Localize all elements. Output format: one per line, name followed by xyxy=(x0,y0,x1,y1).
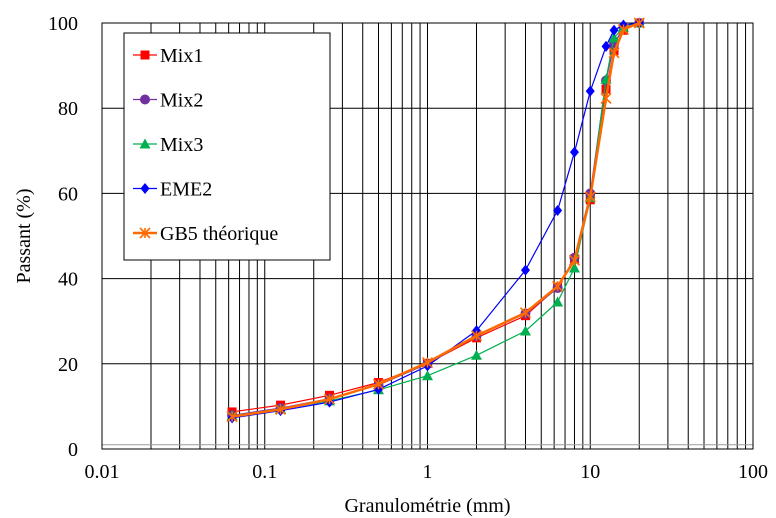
series-line xyxy=(231,21,640,418)
legend-entry: EME2 xyxy=(133,179,212,201)
x-tick-label: 1 xyxy=(423,461,433,483)
data-point xyxy=(569,146,579,158)
data-point xyxy=(601,84,611,94)
legend-entry: Mix1 xyxy=(133,45,203,67)
y-tick-label: 0 xyxy=(68,439,78,461)
series-layer xyxy=(226,17,645,424)
data-point xyxy=(421,356,434,369)
series-line xyxy=(232,22,640,417)
legend-marker xyxy=(140,183,150,194)
legend-marker xyxy=(140,94,150,105)
data-point xyxy=(600,92,612,104)
legend-label: GB5 théorique xyxy=(160,223,278,245)
x-axis-title: Granulométrie (mm) xyxy=(344,495,510,517)
data-point xyxy=(520,264,530,276)
data-point xyxy=(601,40,611,52)
data-point xyxy=(585,85,595,97)
data-point xyxy=(470,330,483,342)
data-point xyxy=(608,32,620,43)
x-tick-label: 0.01 xyxy=(85,461,120,483)
data-point xyxy=(608,47,620,59)
y-tick-label: 100 xyxy=(48,13,78,35)
data-point xyxy=(519,325,531,336)
legend-marker xyxy=(140,50,150,60)
data-point xyxy=(552,280,564,292)
data-point xyxy=(584,191,596,203)
data-point xyxy=(470,349,482,360)
data-point xyxy=(552,296,564,307)
x-tick-label: 100 xyxy=(738,461,768,483)
legend: Mix1 Mix2 Mix3 EME2 GB5 théorique xyxy=(123,32,331,261)
plot-area xyxy=(101,22,754,450)
data-point xyxy=(633,17,645,29)
legend-entry: GB5 théorique xyxy=(133,223,278,245)
data-point xyxy=(274,403,287,415)
data-point xyxy=(568,262,580,273)
legend-marker xyxy=(139,227,151,239)
legend-entry: Mix2 xyxy=(133,90,203,112)
tick-labels: 0.01 0.1 1 10 100 0 20 40 60 80 100 xyxy=(48,13,768,483)
legend-box xyxy=(123,32,331,261)
data-point xyxy=(226,411,238,423)
x-tick-label: 0.1 xyxy=(252,461,277,483)
data-point xyxy=(372,378,385,390)
y-tick-label: 80 xyxy=(58,98,78,120)
legend-entry: Mix3 xyxy=(133,134,203,156)
data-point xyxy=(609,24,619,36)
data-point xyxy=(323,393,336,405)
data-point xyxy=(617,23,630,35)
y-axis-title: Passant (%) xyxy=(13,189,35,284)
legend-marker xyxy=(139,138,151,149)
y-tick-label: 60 xyxy=(58,183,78,205)
legend-label: Mix1 xyxy=(160,45,203,67)
x-tick-label: 10 xyxy=(580,461,600,483)
legend-label: Mix2 xyxy=(160,90,203,112)
legend-label: EME2 xyxy=(160,179,212,201)
data-point xyxy=(422,370,433,381)
data-point xyxy=(519,307,532,319)
series-gb5-th-orique xyxy=(226,17,645,423)
data-point xyxy=(553,204,563,216)
data-point xyxy=(568,254,581,266)
y-tick-label: 20 xyxy=(58,354,78,376)
legend-label: Mix3 xyxy=(160,134,203,156)
y-tick-label: 40 xyxy=(58,269,78,291)
